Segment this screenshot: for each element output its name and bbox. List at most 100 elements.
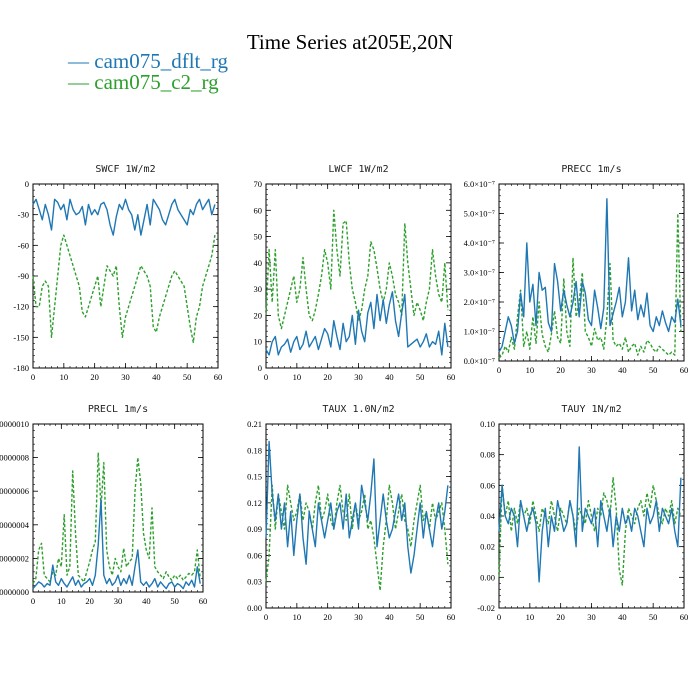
x-tick-label: 60 (680, 365, 689, 375)
series-line-cam075-dflt-rg (32, 498, 201, 590)
y-tick-label: 30 (254, 284, 263, 294)
y-tick-label: 0.02 (480, 542, 495, 552)
y-tick-label: 1.0×10⁻⁷ (464, 327, 495, 337)
x-tick-label: 10 (526, 365, 535, 375)
x-tick-label: 10 (57, 596, 66, 606)
y-tick-label: 0.00000006 (0, 486, 29, 496)
x-tick-label: 60 (214, 372, 223, 382)
panel-title: TAUY 1N/m2 (561, 404, 621, 415)
y-tick-label: 0 (258, 363, 262, 373)
legend-label-c2: cam075_c2_rg (94, 70, 219, 94)
x-tick-label: 60 (680, 612, 689, 622)
x-tick-label: 10 (293, 612, 302, 622)
x-tick-label: 20 (556, 365, 565, 375)
y-tick-label: 50 (254, 232, 263, 242)
panel-title: TAUX 1.0N/m2 (322, 404, 394, 415)
x-tick-label: 30 (121, 372, 130, 382)
y-tick-label: 0.00 (480, 572, 495, 582)
panel-taux: TAUX 1.0N/m2 0 10 20 30 40 50 60 0.00 0.03 0.06 0.0… (247, 404, 455, 622)
y-tick-label: 0.15 (247, 472, 262, 482)
y-tick-label: 0.10 (480, 419, 495, 429)
x-tick-label: 50 (416, 372, 425, 382)
x-tick-label: 20 (556, 612, 565, 622)
series-line-cam075-dflt-rg (498, 198, 682, 353)
x-tick-label: 30 (587, 612, 596, 622)
panel-title: PRECL 1m/s (88, 404, 148, 415)
x-tick-label: 10 (60, 372, 69, 382)
y-tick-label: 0.0×10⁻⁷ (464, 356, 495, 366)
x-tick-label: 50 (416, 612, 425, 622)
legend-label-dflt: cam075_dflt_rg (94, 49, 229, 73)
x-tick-label: 50 (649, 612, 658, 622)
y-tick-label: 0.06 (247, 550, 262, 560)
x-tick-label: 60 (199, 596, 208, 606)
x-tick-label: 30 (114, 596, 123, 606)
legend-line-c2: — (68, 70, 89, 94)
figure-title: Time Series at205E,20N (246, 30, 454, 54)
panel-title: SWCF 1W/m2 (95, 164, 155, 175)
y-tick-label: -60 (18, 240, 29, 250)
y-tick-label: 70 (254, 179, 263, 189)
x-tick-label: 40 (618, 365, 627, 375)
x-tick-label: 10 (293, 372, 302, 382)
series-line-cam075-dflt-rg (498, 446, 682, 583)
x-tick-label: 10 (526, 612, 535, 622)
x-tick-label: 60 (447, 612, 456, 622)
x-tick-label: 50 (649, 365, 658, 375)
y-tick-label: -90 (18, 271, 29, 281)
series-line-cam075-c2-rg (265, 209, 449, 330)
series-line-cam075-c2-rg (265, 484, 449, 592)
y-tick-label: 0.18 (247, 445, 262, 455)
y-tick-label: 0.04 (480, 511, 496, 521)
y-tick-label: -0.02 (477, 603, 495, 613)
y-tick-label: -180 (13, 363, 29, 373)
y-tick-label: 40 (254, 258, 263, 268)
series-line-cam075-c2-rg (32, 451, 201, 584)
panel-swcf: SWCF 1W/m2 0 10 20 30 40 50 60 -180 -150 -120 -90 -6… (13, 164, 222, 382)
panel-tauy: TAUY 1N/m2 0 10 20 30 40 50 60 -0.02 0.00 0.02 0.04… (477, 404, 688, 622)
panel-lwcf: LWCF 1W/m2 0 10 20 30 40 50 60 0 10 20 30 40 50 60 70 (254, 164, 456, 382)
x-tick-label: 40 (152, 372, 161, 382)
y-tick-label: 0.09 (247, 524, 262, 534)
x-tick-label: 0 (31, 372, 35, 382)
panel-title: LWCF 1W/m2 (328, 164, 388, 175)
x-tick-label: 30 (354, 612, 363, 622)
series-line-cam075-c2-rg (498, 212, 682, 359)
series-line-cam075-dflt-rg (32, 198, 216, 236)
x-tick-label: 40 (142, 596, 151, 606)
legend-item-c2: — cam075_c2_rg (68, 70, 219, 95)
x-tick-label: 20 (323, 612, 332, 622)
legend-item-dflt: — cam075_dflt_rg (68, 49, 228, 74)
y-tick-label: 0.00000008 (0, 453, 29, 463)
y-tick-label: 60 (254, 205, 263, 215)
legend-line-dflt: — (68, 49, 89, 73)
y-tick-label: 6.0×10⁻⁷ (464, 179, 495, 189)
x-tick-label: 0 (497, 365, 501, 375)
panel-precc: PRECC 1m/s 0 10 20 30 40 50 60 0.0×10⁻⁷ 1.0×10⁻⁷ 2… (464, 164, 689, 375)
y-tick-label: 0.00 (247, 603, 262, 613)
y-tick-label: 4.0×10⁻⁷ (464, 238, 495, 248)
x-tick-label: 40 (618, 612, 627, 622)
x-tick-label: 0 (264, 372, 268, 382)
x-tick-label: 40 (385, 612, 394, 622)
y-tick-label: 3.0×10⁻⁷ (464, 268, 495, 278)
y-tick-label: 0.00000010 (0, 419, 29, 429)
x-tick-label: 60 (447, 372, 456, 382)
y-tick-label: 0.21 (247, 419, 262, 429)
x-tick-label: 0 (497, 612, 501, 622)
series-line-cam075-c2-rg (32, 234, 216, 344)
y-tick-label: -30 (18, 210, 29, 220)
x-tick-label: 50 (183, 372, 192, 382)
x-tick-label: 50 (170, 596, 179, 606)
series-line-cam075-dflt-rg (265, 291, 449, 356)
y-tick-label: 10 (254, 337, 263, 347)
x-tick-label: 20 (90, 372, 99, 382)
y-tick-label: 2.0×10⁻⁷ (464, 297, 495, 307)
x-tick-label: 30 (587, 365, 596, 375)
y-tick-label: 5.0×10⁻⁷ (464, 209, 495, 219)
panel-title: PRECC 1m/s (561, 164, 621, 175)
